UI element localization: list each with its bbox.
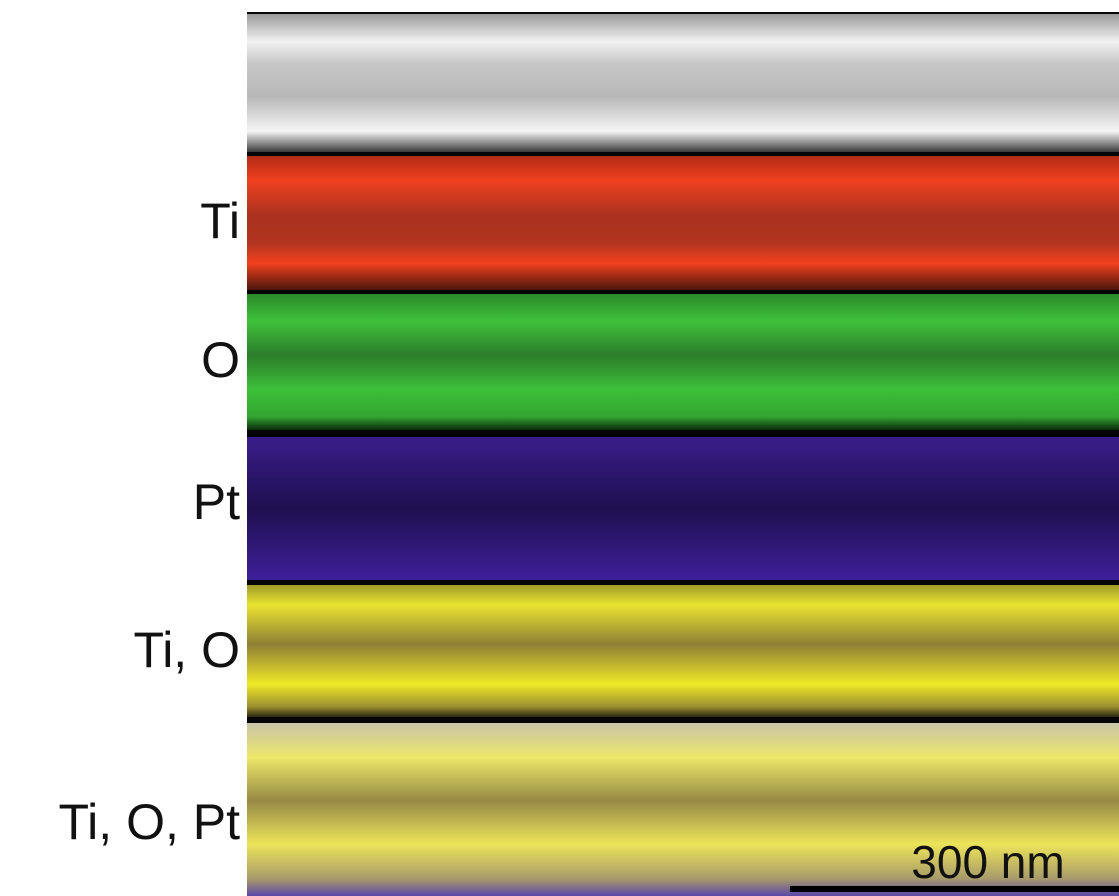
panel-label: Pt bbox=[193, 474, 240, 530]
panel-label: Ti, O, Pt bbox=[59, 794, 241, 850]
ti-o-pt-map bbox=[247, 723, 1119, 896]
scale-bar-label: 300 nm bbox=[911, 836, 1064, 888]
haadf-panel bbox=[247, 14, 1119, 152]
ti-o-map bbox=[247, 585, 1119, 717]
scale-bar bbox=[790, 886, 1119, 892]
pt-map bbox=[247, 437, 1119, 580]
panel-label: Ti bbox=[200, 193, 240, 249]
panel-label: Ti, O bbox=[134, 622, 240, 678]
o-map bbox=[247, 294, 1119, 430]
ti-map bbox=[247, 156, 1119, 290]
panel-label: O bbox=[201, 332, 240, 388]
